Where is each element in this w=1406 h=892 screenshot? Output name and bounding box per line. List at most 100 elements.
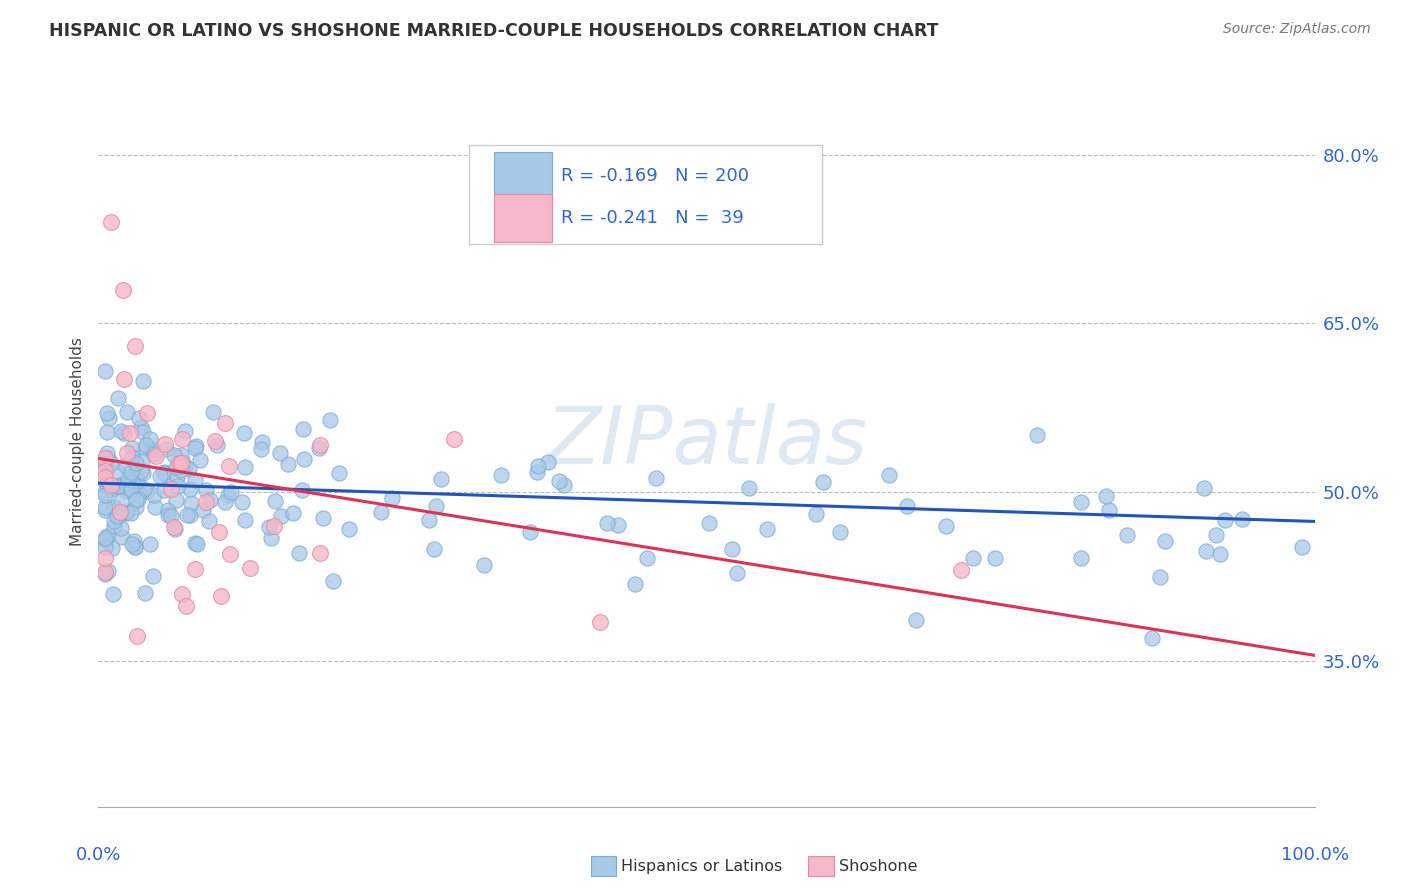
Point: [120, 426, 142, 441]
Point: [697, 516, 720, 530]
Point: [1209, 547, 1232, 561]
Point: [191, 503, 214, 517]
Point: [136, 406, 159, 420]
Point: [1025, 427, 1047, 442]
Point: [287, 546, 309, 560]
Point: [163, 520, 186, 534]
Text: Source: ZipAtlas.com: Source: ZipAtlas.com: [1223, 22, 1371, 37]
Point: [169, 448, 191, 462]
Point: [553, 478, 575, 492]
Point: [166, 479, 188, 493]
Point: [124, 466, 146, 480]
Point: [170, 456, 193, 470]
Point: [93, 533, 115, 547]
Point: [114, 479, 136, 493]
Point: [97, 451, 120, 466]
Point: [811, 475, 834, 490]
Point: [204, 434, 226, 448]
Point: [160, 482, 183, 496]
Point: [1070, 551, 1092, 566]
Point: [291, 483, 314, 497]
Point: [120, 483, 142, 497]
Point: [231, 494, 253, 508]
Point: [721, 541, 744, 556]
Text: ZIPatlas: ZIPatlas: [546, 402, 868, 481]
Point: [1215, 513, 1237, 527]
Point: [184, 441, 207, 455]
Point: [425, 499, 447, 513]
Point: [905, 613, 928, 627]
Point: [214, 494, 236, 508]
Point: [93, 488, 115, 502]
Point: [1094, 489, 1116, 503]
Point: [239, 560, 262, 574]
Point: [877, 467, 900, 482]
Point: [132, 374, 155, 388]
Point: [828, 525, 851, 540]
Point: [1070, 495, 1092, 509]
Point: [93, 485, 115, 500]
Point: [96, 477, 118, 491]
Point: [100, 456, 122, 470]
Point: [547, 474, 569, 488]
Point: [135, 438, 157, 452]
FancyBboxPatch shape: [470, 145, 823, 244]
Point: [132, 425, 155, 439]
Point: [194, 483, 217, 497]
Point: [174, 424, 197, 438]
Point: [292, 451, 315, 466]
Point: [984, 551, 1007, 566]
Point: [263, 494, 285, 508]
Point: [127, 492, 149, 507]
Point: [115, 506, 138, 520]
Point: [110, 424, 132, 438]
Point: [636, 551, 658, 566]
Point: [283, 506, 305, 520]
Point: [134, 441, 156, 455]
FancyBboxPatch shape: [494, 153, 553, 200]
Point: [205, 438, 228, 452]
Point: [1098, 503, 1121, 517]
Point: [177, 462, 200, 476]
Point: [179, 508, 201, 522]
Point: [117, 472, 139, 486]
Point: [896, 499, 918, 513]
Point: [202, 405, 225, 419]
Point: [114, 458, 136, 473]
Point: [108, 477, 131, 491]
Point: [96, 425, 118, 439]
Point: [93, 457, 115, 471]
Point: [519, 524, 541, 539]
Point: [127, 479, 149, 493]
Point: [152, 465, 174, 479]
Point: [129, 420, 152, 434]
Point: [645, 471, 668, 485]
Point: [174, 459, 197, 474]
Point: [309, 438, 332, 452]
Point: [257, 520, 280, 534]
Point: [108, 505, 131, 519]
Text: Hispanics or Latinos: Hispanics or Latinos: [621, 859, 783, 873]
Point: [122, 534, 145, 549]
Point: [596, 516, 619, 531]
Point: [174, 599, 197, 613]
Point: [157, 502, 180, 516]
Point: [160, 509, 183, 524]
Point: [117, 505, 139, 519]
Point: [97, 564, 120, 578]
Point: [233, 512, 256, 526]
Point: [93, 464, 115, 478]
Point: [169, 457, 191, 471]
Point: [125, 484, 148, 499]
Point: [308, 441, 330, 455]
Point: [115, 475, 138, 490]
Point: [107, 391, 129, 405]
Point: [208, 524, 231, 539]
Point: [131, 454, 153, 468]
Point: [101, 541, 124, 556]
Point: [526, 465, 548, 479]
Point: [124, 540, 146, 554]
Point: [176, 508, 198, 522]
Point: [806, 507, 828, 521]
Point: [142, 568, 165, 582]
